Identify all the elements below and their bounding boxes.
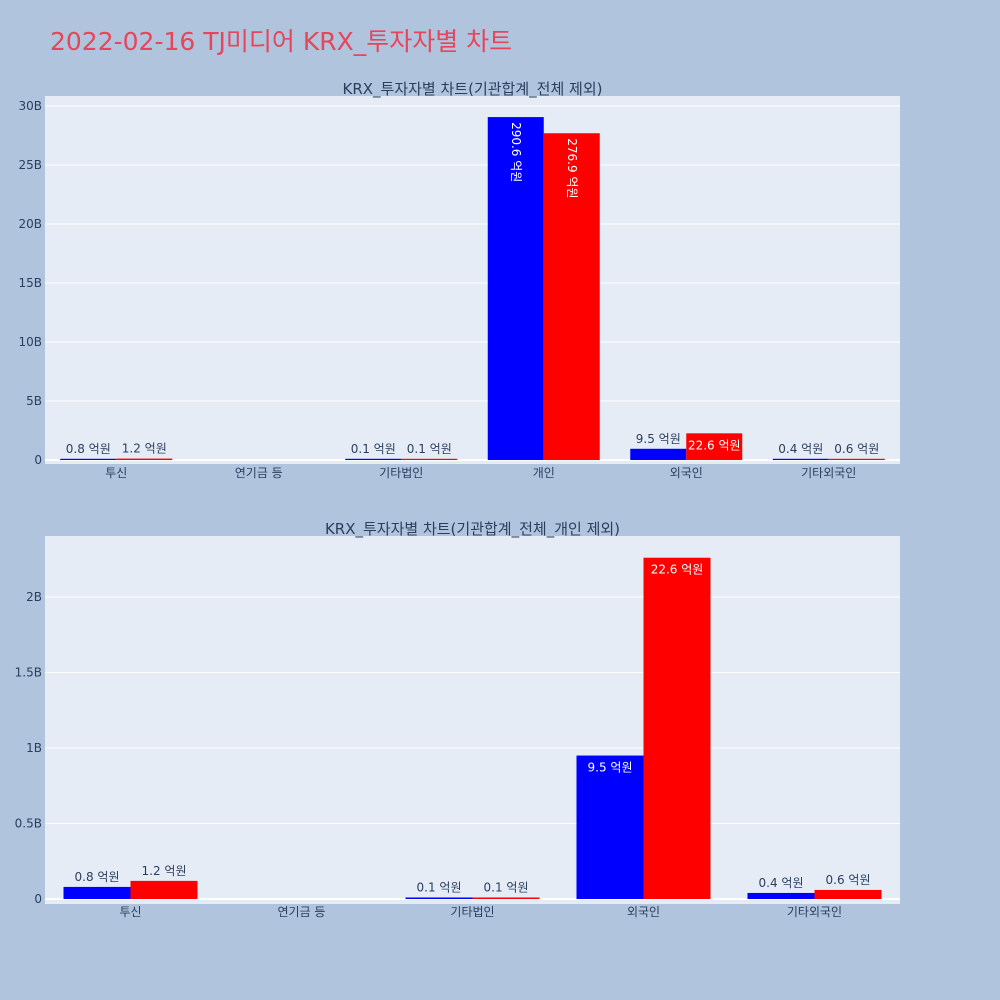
chart-1-data-label: 1.2 억원 [122,442,167,456]
chart-1-data-label: 22.6 억원 [688,438,741,452]
chart-2-bar-sell [472,897,540,899]
chart-2-bar-sell [130,880,198,899]
chart-2-x-tick-label: 투신 [119,905,141,919]
chart-2-bar-buy [576,755,644,899]
chart-2-y-tick-label: 1B [26,741,42,755]
chart-1-bar-sell [543,133,600,460]
chart-1-y-tick-label: 20B [18,217,42,231]
chart-2-x-tick-label: 기타외국인 [787,905,842,919]
chart-2-data-label: 0.6 억원 [826,873,871,887]
chart-1-bar-buy [772,458,829,460]
chart-1-y-tick-label: 30B [18,99,42,113]
chart-1-x-tick-label: 개인 [533,466,555,480]
chart-2-x-tick-label: 외국인 [627,905,660,919]
chart-1-data-label: 276.9 억원 [565,138,579,198]
chart-1-x-tick-label: 기타외국인 [801,466,856,480]
chart-2-plot-area [45,536,900,904]
chart-2-bar-sell [814,889,882,899]
chart-1-y-tick-label: 0 [34,453,42,467]
chart-1-bar-sell [116,458,173,460]
chart-1-y-tick-label: 5B [26,394,42,408]
chart-1-bar-sell [828,458,885,460]
chart-1-x-tick-label: 기타법인 [379,466,423,480]
chart-1-data-label: 9.5 억원 [636,432,681,446]
chart-2-x-tick-label: 연기금 등 [278,905,326,919]
chart-1-x-tick-label: 연기금 등 [235,466,283,480]
chart-1-bar-buy [630,448,687,460]
chart-1-x-tick-label: 외국인 [670,466,703,480]
chart-1-bar-buy [487,117,544,460]
chart-1-data-label: 290.6 억원 [509,122,523,182]
chart-1-y-tick-label: 10B [18,335,42,349]
chart-2-data-label: 9.5 억원 [588,761,633,775]
chart-1-data-label: 0.4 억원 [778,442,823,456]
chart-2-y-tick-label: 2B [26,590,42,604]
chart-1-data-label: 0.1 억원 [407,442,452,456]
chart-1-bar-sell [401,458,458,460]
chart-1-bar-sell [686,433,743,460]
chart-2-bar-buy [405,897,473,899]
chart-2-title: KRX_투자자별 차트(기관합계_전체_개인 제외) [325,520,620,539]
chart-2-y-tick-label: 0 [34,892,42,906]
chart-2-x-tick-label: 기타법인 [450,905,494,919]
chart-1-data-label: 0.6 억원 [834,442,879,456]
chart-2-bar-buy [63,886,131,899]
chart-2-y-tick-label: 0.5B [15,817,42,831]
chart-2-bar-buy [747,892,815,899]
chart-2-data-label: 1.2 억원 [142,864,187,878]
chart-2-y-tick-label: 1.5B [15,666,42,680]
chart-2-data-label: 0.8 억원 [75,870,120,884]
chart-1-y-tick-label: 25B [18,158,42,172]
chart-1-plot-area [45,96,900,464]
chart-1-y-tick-label: 15B [18,276,42,290]
chart-1-bar-buy [345,458,402,460]
chart-2-data-label: 0.1 억원 [417,880,462,894]
chart-1-title: KRX_투자자별 차트(기관합계_전체 제외) [343,80,603,99]
chart-1-data-label: 0.1 억원 [351,442,396,456]
chart-1-data-label: 0.8 억원 [66,442,111,456]
page-title: 2022-02-16 TJ미디어 KRX_투자자별 차트 [50,27,513,56]
chart-1-x-tick-label: 투신 [105,466,127,480]
chart-2-data-label: 0.1 억원 [484,880,529,894]
chart-2-data-label: 22.6 억원 [651,563,704,577]
chart-2-data-label: 0.4 억원 [759,876,804,890]
chart-2-bar-sell [643,557,711,899]
chart-1-bar-buy [60,458,117,460]
